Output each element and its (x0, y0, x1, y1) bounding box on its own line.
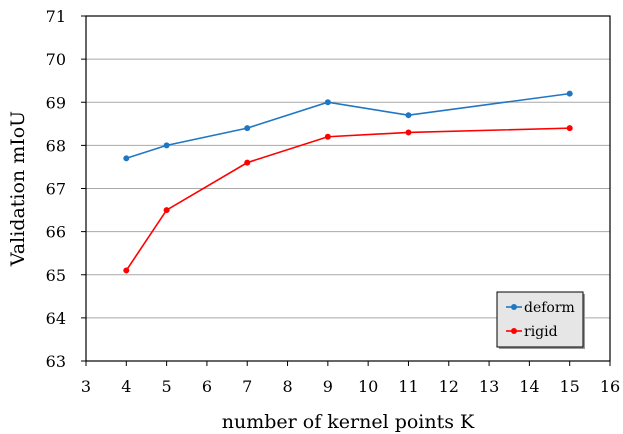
x-tick-label: 16 (600, 377, 620, 396)
x-tick-label: 15 (560, 377, 580, 396)
legend-box (496, 291, 584, 348)
x-tick-label: 7 (242, 377, 252, 396)
y-tick-label: 64 (46, 309, 66, 328)
data-point-deform (405, 112, 412, 119)
legend-item-rigid: rigid (506, 324, 558, 340)
data-point-rigid (566, 125, 573, 132)
data-point-deform (163, 142, 170, 149)
data-point-deform (244, 125, 251, 132)
legend: deform rigid (496, 291, 585, 349)
x-tick-label: 11 (398, 377, 418, 396)
series-deform (123, 90, 573, 162)
y-tick-label: 63 (46, 352, 66, 371)
series-line-rigid (125, 127, 570, 271)
data-point-rigid (324, 133, 331, 140)
y-tick-label: 66 (46, 223, 66, 242)
legend-item-deform: deform (506, 300, 575, 316)
series-lines (123, 90, 573, 274)
y-axis-title: Validation mIoU (7, 111, 29, 267)
series-rigid (123, 125, 573, 274)
y-tick-label: 68 (46, 136, 66, 155)
legend-swatch-marker (511, 328, 517, 334)
x-tick-label: 13 (479, 377, 499, 396)
grid-lines (86, 58, 610, 319)
x-tick-label: 9 (323, 377, 333, 396)
y-tick-label: 70 (46, 50, 66, 69)
y-tick-label: 65 (46, 266, 66, 285)
x-tick-label: 3 (81, 377, 91, 396)
legend-swatch-marker (511, 304, 517, 310)
x-tick-label: 10 (358, 377, 378, 396)
data-point-deform (566, 90, 573, 97)
data-point-rigid (405, 129, 412, 136)
x-tick-label: 12 (439, 377, 459, 396)
y-tick-label: 67 (46, 180, 66, 199)
legend-label: rigid (524, 324, 558, 340)
y-tick-label: 71 (46, 7, 66, 26)
x-axis-ticks: 3 4 5 6 7 8 9 10 11 12 13 14 15 16 (81, 361, 620, 396)
legend-label: deform (524, 300, 575, 316)
data-point-rigid (163, 207, 170, 214)
x-tick-label: 6 (202, 377, 212, 396)
x-axis-title: number of kernel points K (222, 411, 475, 433)
x-tick-label: 14 (519, 377, 539, 396)
y-tick-label: 69 (46, 93, 66, 112)
x-tick-label: 8 (282, 377, 292, 396)
series-line-deform (126, 92, 570, 160)
x-tick-label: 5 (162, 377, 172, 396)
data-point-rigid (123, 267, 130, 274)
x-tick-label: 4 (121, 377, 131, 396)
data-point-deform (324, 99, 331, 106)
data-point-deform (123, 155, 130, 162)
data-point-rigid (244, 159, 251, 166)
y-axis-ticks: 63 64 65 66 67 68 69 70 71 (46, 7, 86, 371)
